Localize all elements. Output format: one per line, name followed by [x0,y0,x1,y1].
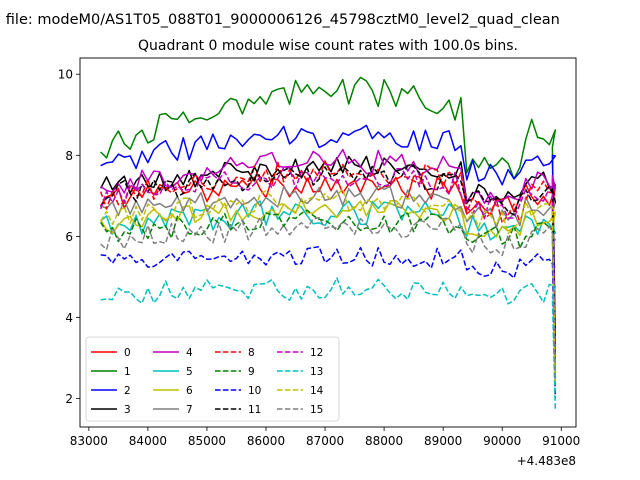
legend-label-6: 6 [186,385,193,397]
legend-label-11: 11 [248,404,261,416]
legend-label-4: 4 [186,347,193,359]
series-line-0 [100,175,557,359]
legend-label-3: 3 [124,404,131,416]
x-tick-label: 90000 [483,434,521,448]
series-line-15 [100,216,557,379]
x-offset-label: +4.483e8 [517,454,576,468]
series-line-6 [100,197,557,371]
legend-label-1: 1 [124,366,131,378]
x-tick-label: 91000 [542,434,580,448]
y-tick-label: 6 [65,230,73,244]
legend-label-2: 2 [124,385,131,397]
x-tick-label: 88000 [365,434,403,448]
x-tick-label: 85000 [188,434,226,448]
series-line-4 [100,148,557,351]
legend-label-8: 8 [248,347,255,359]
legend-label-14: 14 [310,385,324,397]
series-line-2 [100,124,557,346]
x-tick-label: 83000 [70,434,108,448]
legend-label-5: 5 [186,366,193,378]
series-line-3 [100,155,557,355]
y-tick-label: 8 [65,149,73,163]
y-tick-label: 10 [58,68,73,82]
chart-title: Quadrant 0 module wise count rates with … [138,38,518,54]
figure-suptitle: n file: modeM0/AS1T05_088T01_9000006126_… [0,12,560,28]
x-tick-label: 86000 [247,434,285,448]
y-tick-label: 4 [65,311,73,325]
legend-label-9: 9 [248,366,255,378]
series-line-5 [100,200,557,367]
series-line-10 [100,245,557,399]
axes-frame [79,57,577,428]
series-line-7 [100,185,557,363]
y-tick-label: 2 [65,392,73,406]
legend-label-10: 10 [248,385,261,397]
x-axis: 83000 84000 85000 86000 87000 88000 89000 90000… [70,427,580,448]
x-tick-label: 89000 [424,434,462,448]
legend-label-12: 12 [310,347,323,359]
x-tick-label: 87000 [306,434,344,448]
x-tick-label: 84000 [129,434,167,448]
y-axis: 2 4 6 8 10 [58,68,80,406]
legend-box [85,336,340,422]
legend-label-7: 7 [186,404,193,416]
series-line-14 [100,188,557,383]
series-line-12 [99,166,557,359]
series-line-13 [100,277,557,409]
legend-label-13: 13 [310,366,323,378]
plot-area [99,76,557,409]
legend-label-15: 15 [310,404,323,416]
legend-label-0: 0 [124,347,131,359]
